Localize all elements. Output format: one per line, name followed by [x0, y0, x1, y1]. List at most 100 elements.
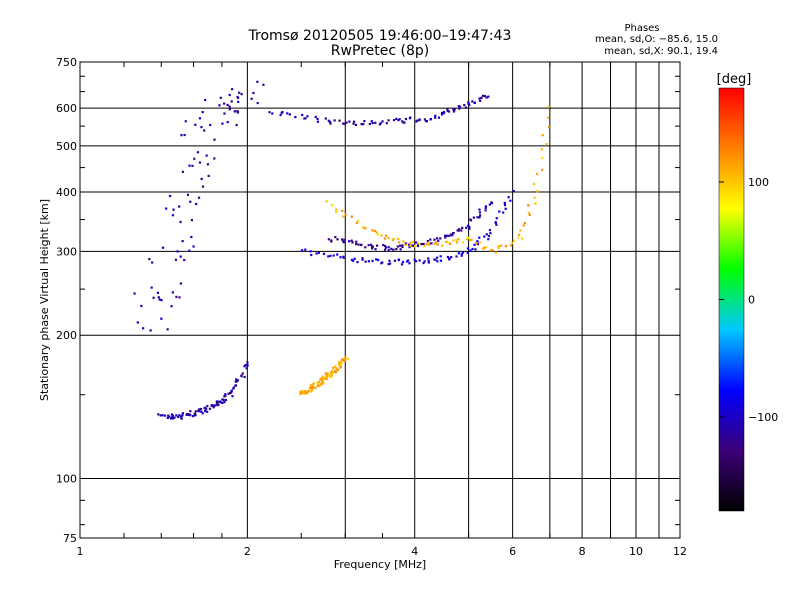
data-point: [461, 241, 465, 244]
data-point: [326, 372, 329, 375]
data-point: [392, 248, 395, 251]
data-point: [483, 94, 486, 98]
data-point: [541, 156, 544, 160]
data-point: [194, 410, 197, 413]
data-point: [325, 377, 328, 381]
data-point: [327, 119, 330, 122]
data-point: [476, 240, 479, 243]
data-point: [201, 185, 205, 188]
data-point: [435, 241, 438, 245]
data-point: [228, 105, 231, 108]
data-point: [332, 366, 335, 370]
data-point: [426, 240, 429, 243]
data-point: [334, 368, 338, 371]
data-point: [168, 415, 171, 418]
data-point: [397, 237, 400, 240]
data-point: [236, 95, 239, 99]
data-point: [483, 246, 486, 249]
data-point: [221, 398, 224, 401]
data-point: [437, 239, 440, 242]
data-point: [148, 257, 151, 261]
data-point: [487, 95, 490, 98]
data-point: [348, 120, 351, 123]
data-point: [383, 248, 387, 251]
data-point: [409, 116, 412, 119]
data-point: [535, 172, 539, 175]
data-point: [227, 392, 230, 395]
data-point: [209, 123, 212, 127]
phase-stats-x: mean, sd,X: 90.1, 19.4: [604, 46, 718, 57]
data-point: [308, 387, 312, 390]
data-point: [317, 251, 320, 254]
data-point: [303, 392, 306, 395]
data-point: [381, 120, 384, 123]
data-point: [177, 415, 180, 419]
data-point: [330, 376, 333, 379]
data-point: [423, 118, 427, 121]
data-point: [470, 238, 473, 241]
y-tick-label: 100: [56, 473, 77, 486]
data-point: [191, 415, 195, 418]
data-point: [322, 378, 325, 381]
data-point: [345, 121, 348, 124]
data-point: [439, 255, 442, 258]
data-point: [473, 101, 476, 104]
data-point: [181, 240, 184, 243]
data-point: [414, 241, 418, 244]
data-point: [236, 379, 240, 382]
data-point: [404, 117, 408, 121]
chart-title: Tromsø 20120505 19:46:00–19:47:43: [248, 28, 512, 44]
data-point: [301, 392, 304, 395]
data-point: [367, 260, 370, 263]
data-point: [388, 259, 391, 262]
data-point: [547, 116, 550, 119]
data-point: [455, 255, 458, 258]
data-point: [168, 194, 172, 198]
data-point: [472, 216, 475, 219]
data-point: [478, 236, 481, 239]
data-point: [427, 259, 430, 263]
data-point: [198, 161, 202, 164]
data-point: [481, 94, 485, 97]
data-point: [180, 134, 183, 137]
data-point: [473, 243, 476, 246]
data-point: [203, 406, 207, 409]
data-point: [221, 122, 224, 125]
data-point: [342, 215, 345, 218]
data-point: [397, 258, 401, 261]
data-point: [497, 245, 500, 248]
data-point: [310, 384, 313, 387]
data-point: [440, 111, 444, 115]
data-point: [448, 242, 452, 245]
data-point: [288, 113, 291, 116]
data-point: [521, 237, 524, 240]
data-point: [348, 240, 351, 243]
data-point: [367, 244, 370, 247]
data-point: [158, 298, 161, 301]
data-point: [519, 229, 522, 232]
data-point: [509, 199, 512, 202]
data-point: [240, 374, 243, 377]
data-point: [389, 262, 392, 265]
data-point: [304, 392, 307, 395]
data-point: [200, 177, 203, 181]
data-point: [150, 286, 153, 289]
data-point: [171, 291, 174, 294]
data-point: [461, 226, 464, 229]
data-point: [339, 363, 342, 366]
data-point: [482, 247, 485, 250]
data-point: [436, 243, 439, 246]
data-point: [281, 110, 284, 114]
data-point: [489, 249, 493, 252]
data-point: [166, 416, 169, 420]
data-point: [318, 384, 321, 387]
data-point: [329, 122, 332, 125]
data-point: [319, 378, 322, 381]
data-point: [457, 229, 460, 232]
data-point: [215, 400, 218, 403]
data-point: [235, 380, 238, 383]
data-point: [161, 246, 165, 249]
data-point: [466, 237, 469, 241]
data-point: [352, 122, 355, 125]
data-point: [444, 234, 447, 237]
